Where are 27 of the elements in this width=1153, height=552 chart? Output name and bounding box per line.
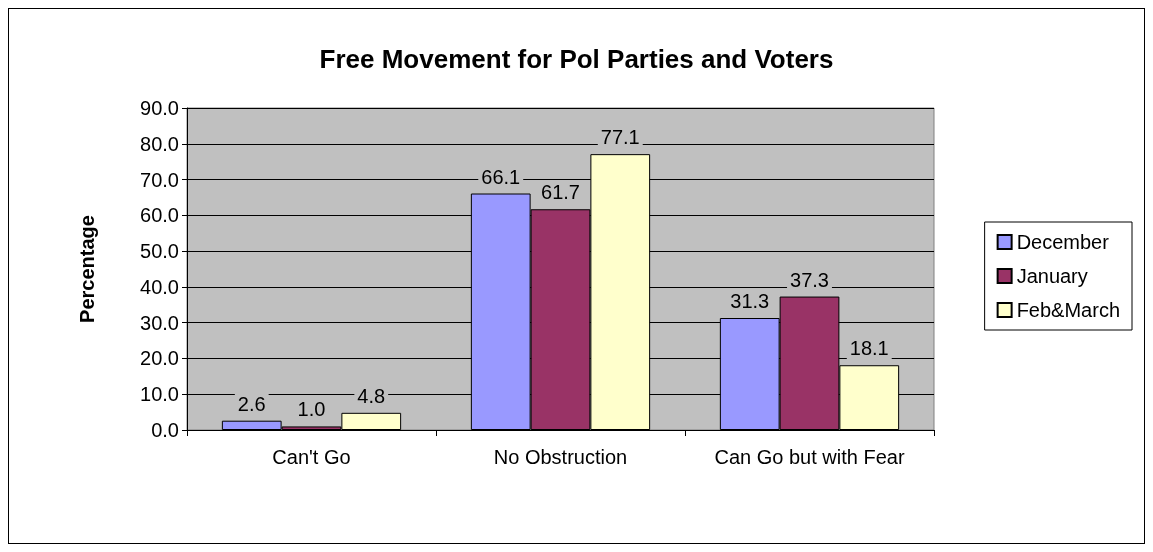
data-label: 37.3 <box>790 268 829 291</box>
y-tick-label: 80.0 <box>140 132 179 155</box>
chart-title: Free Movement for Pol Parties and Voters <box>319 44 834 74</box>
y-tick-label: 50.0 <box>140 240 179 263</box>
data-label: 66.1 <box>481 165 521 188</box>
data-label: 1.0 <box>297 398 326 421</box>
legend-label: January <box>1016 265 1088 287</box>
legend-label: December <box>1016 231 1110 253</box>
legend-label: Feb&March <box>1016 299 1121 321</box>
y-tick-label: 90.0 <box>140 97 179 119</box>
data-label: 77.1 <box>600 126 640 149</box>
data-label: 31.3 <box>730 290 770 313</box>
data-label: 2.6 <box>237 392 266 415</box>
x-tick-label: Can Go but with Fear <box>714 446 905 468</box>
y-tick-label: 30.0 <box>140 311 179 334</box>
y-tick-label: 70.0 <box>140 168 179 191</box>
y-tick-label: 10.0 <box>140 383 179 406</box>
data-label: 4.8 <box>357 384 386 407</box>
y-tick-label: 0.0 <box>151 419 179 441</box>
data-label: 61.7 <box>541 181 580 204</box>
y-tick-label: 60.0 <box>140 204 179 227</box>
y-axis-title: Percentage <box>76 215 98 323</box>
data-label: 18.1 <box>849 337 889 360</box>
x-tick-label: Can't Go <box>272 446 351 468</box>
x-tick-label: No Obstruction <box>493 446 628 468</box>
y-tick-label: 20.0 <box>140 347 179 370</box>
y-tick-label: 40.0 <box>140 275 179 298</box>
